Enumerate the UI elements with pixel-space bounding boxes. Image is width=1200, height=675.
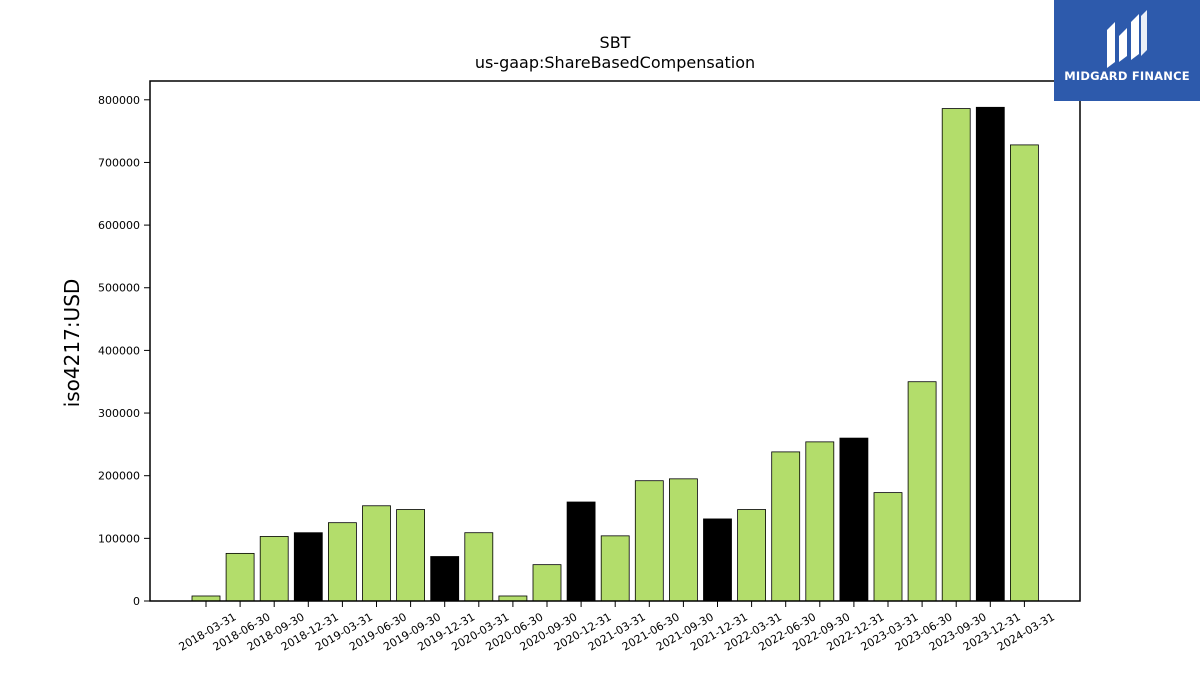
bar-2024-03-31 <box>1010 144 1039 602</box>
y-tick-label: 0 <box>133 595 140 608</box>
bar-2022-12-31 <box>839 437 869 602</box>
y-tick-label: 500000 <box>98 282 140 295</box>
bar-2023-12-31 <box>975 106 1005 602</box>
bar-2018-03-31 <box>191 595 221 602</box>
bar-2020-06-30 <box>498 595 528 602</box>
chart-title: SBT <box>600 33 631 52</box>
logo-badge: MIDGARD FINANCE <box>1054 0 1200 101</box>
bar-2022-06-30 <box>771 451 801 602</box>
x-axis-ticks: 2018-03-312018-06-302018-09-302018-12-31… <box>177 601 1057 654</box>
bar-2023-09-30 <box>941 108 971 602</box>
bar-2021-03-31 <box>600 535 630 602</box>
bar-2021-12-31 <box>703 518 732 602</box>
bar-2023-06-30 <box>907 381 937 602</box>
logo-text: MIDGARD FINANCE <box>1064 69 1190 83</box>
bar-2019-09-30 <box>396 509 426 602</box>
y-axis-ticks: 0 100000 200000 300000 400000 500000 600000 700… <box>98 94 150 608</box>
bar-2019-06-30 <box>362 505 391 602</box>
bar-2019-12-31 <box>430 556 460 602</box>
y-tick-label: 200000 <box>98 470 140 483</box>
midgard-logo-icon <box>1107 10 1147 68</box>
y-tick-label: 700000 <box>98 156 140 169</box>
bar-2022-03-31 <box>737 509 766 602</box>
bar-2021-09-30 <box>669 478 698 602</box>
bar-2018-12-31 <box>293 532 323 602</box>
bar-2020-12-31 <box>566 501 596 602</box>
bar-2020-09-30 <box>532 564 562 602</box>
chart-subtitle: us-gaap:ShareBasedCompensation <box>475 53 755 72</box>
bar-2023-03-31 <box>873 492 903 602</box>
bar-2020-03-31 <box>464 532 494 602</box>
bar-2021-06-30 <box>634 480 664 602</box>
y-tick-label: 800000 <box>98 94 140 107</box>
plot-frame <box>149 80 1081 602</box>
bar-2018-09-30 <box>259 536 289 602</box>
bar-2019-03-31 <box>327 522 357 602</box>
y-tick-label: 600000 <box>98 219 140 232</box>
y-tick-label: 400000 <box>98 344 140 357</box>
y-tick-label: 100000 <box>98 532 140 545</box>
y-tick-label: 300000 <box>98 407 140 420</box>
bars-group <box>191 106 1039 602</box>
bar-2022-09-30 <box>805 441 835 602</box>
y-axis-label: iso4217:USD <box>60 279 84 408</box>
bar-2018-06-30 <box>225 552 255 602</box>
